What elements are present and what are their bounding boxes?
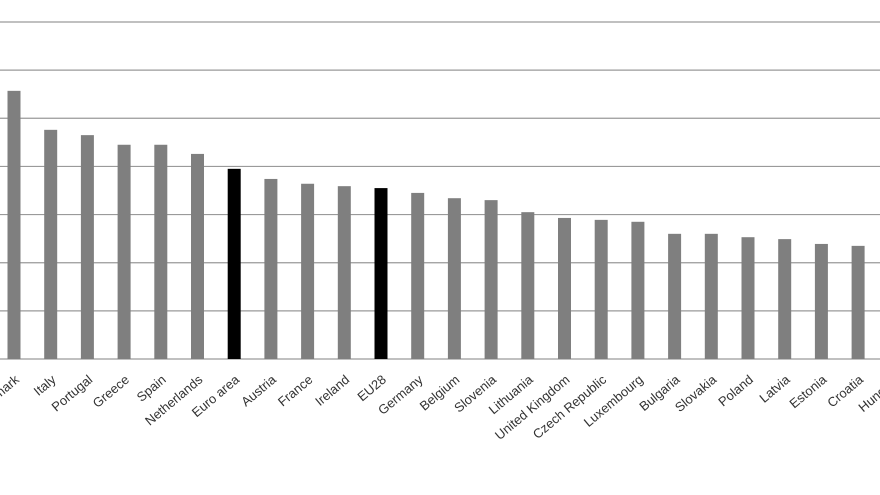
bar	[851, 245, 865, 359]
bar	[7, 90, 21, 359]
bar	[778, 239, 792, 359]
bar	[337, 186, 351, 359]
x-tick-label: Austria	[238, 371, 279, 409]
bar	[594, 219, 608, 359]
bar	[411, 192, 425, 359]
x-tick-label: Estonia	[786, 371, 829, 411]
x-tick-label: France	[275, 372, 316, 410]
x-tick-label: Greece	[90, 372, 132, 411]
bar	[191, 153, 204, 359]
bar	[668, 233, 682, 359]
bar	[558, 217, 571, 359]
bar	[80, 135, 94, 359]
x-tick-label: Denmark	[0, 371, 22, 417]
bar	[484, 200, 498, 359]
bar	[44, 129, 58, 359]
x-tick-label: Portugal	[49, 372, 96, 415]
bar	[264, 178, 278, 359]
bar	[301, 183, 315, 359]
bar	[704, 233, 718, 359]
x-tick-label: Ireland	[312, 372, 352, 409]
x-tick-label: Italy	[31, 371, 59, 398]
x-tick-label: Poland	[715, 372, 756, 410]
bar	[741, 237, 755, 359]
bar	[631, 221, 645, 359]
bar	[374, 188, 388, 359]
bar	[521, 212, 535, 359]
bar	[227, 168, 241, 359]
bar	[814, 243, 828, 359]
bar	[447, 198, 461, 359]
bar	[117, 144, 131, 359]
bar	[154, 144, 168, 359]
x-tick-label: Slovakia	[672, 371, 720, 415]
